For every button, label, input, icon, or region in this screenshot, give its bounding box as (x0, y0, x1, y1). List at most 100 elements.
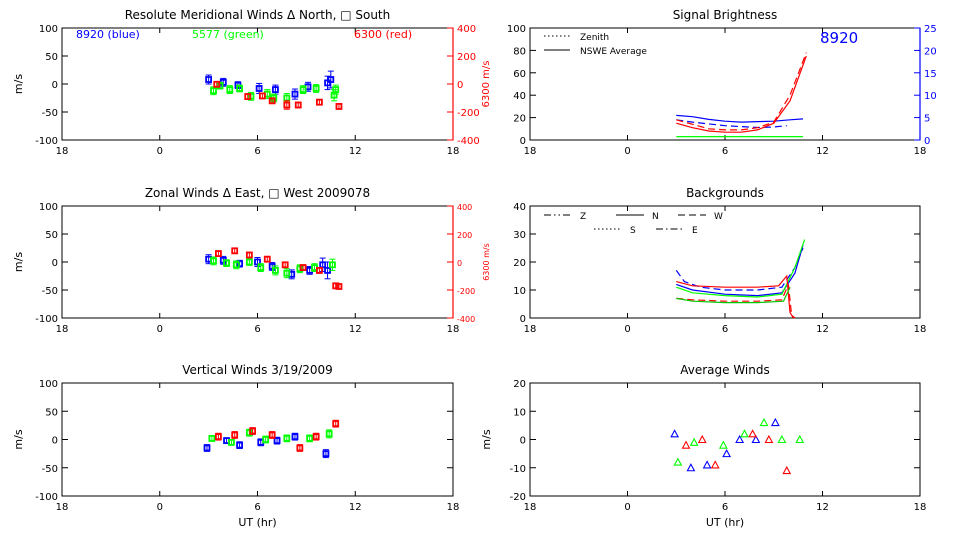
chart3-data-point (335, 283, 343, 290)
chart1-legend-green: 5577 (green) (192, 28, 264, 41)
chart5-data-point (203, 444, 211, 452)
chart3-data-point (272, 266, 279, 274)
chart5-x-tick-label: 18 (447, 502, 460, 513)
chart2-x-tick-label: 18 (524, 146, 537, 157)
chart3-x-tick-label: 0 (157, 324, 163, 335)
chart1-data-point (236, 85, 243, 92)
chart4-x-tick-label: 18 (914, 324, 927, 335)
chart1-data-point (210, 87, 217, 95)
chart5-y-tick-label: 100 (39, 379, 58, 390)
chart4-legend-label: Z (580, 212, 586, 222)
chart4-series-line-red (676, 274, 794, 319)
chart1-x-tick-label: 18 (447, 146, 460, 157)
chart2-y-tick-label: 60 (513, 69, 526, 80)
chart1-data-point (244, 93, 252, 100)
chart3-data-point (329, 261, 336, 269)
chart4-x-tick-label: 12 (816, 324, 829, 335)
chart6-y-axis-label: m/s (480, 429, 493, 449)
chart4-x-tick-label: 6 (722, 324, 728, 335)
chart6-data-point (751, 434, 761, 444)
chart2-y2-tick-label: 5 (924, 114, 930, 125)
chart1-data-point (226, 86, 234, 93)
chart1-title: Resolute Meridional Winds Δ North, □ Sou… (125, 8, 391, 22)
chart1-x-tick-label: 6 (254, 146, 260, 157)
chart5-x-tick-label: 6 (254, 502, 260, 513)
chart6-data-point (795, 434, 805, 444)
chart3-x-tick-label: 12 (349, 324, 362, 335)
chart1-data-point (258, 92, 266, 100)
chart6-x-tick-label: 0 (624, 502, 630, 513)
chart6-data-point (759, 417, 769, 427)
chart3-data-point (257, 264, 265, 272)
chart5-data-point (296, 444, 304, 452)
chart6-data-point (686, 463, 696, 472)
chart6-title: Average Winds (680, 363, 770, 377)
chart3-x-tick-label: 18 (56, 324, 69, 335)
chart1-x-tick-label: 12 (349, 146, 362, 157)
chart5-data-point (283, 434, 291, 442)
chart5-y-tick-label: -100 (35, 492, 58, 503)
chart3-x-tick-label: 18 (447, 324, 460, 335)
chart4-series-line-blue (675, 247, 804, 291)
chart3-y-tick-label: 50 (45, 230, 58, 241)
chart2-y-tick-label: 100 (507, 24, 526, 35)
chart4-legend-label: S (630, 226, 636, 236)
chart1-y2-axis-label: 6300 m/s (481, 61, 492, 108)
chart1-plot-frame (61, 27, 454, 141)
chart4-x-tick-label: 18 (524, 324, 537, 335)
chart3-y2-axis-label: 6300 m/s (482, 243, 491, 281)
chart2-legend-label: NSWE Average (580, 47, 647, 57)
chart1-y2-tick-label: 400 (457, 24, 476, 35)
chart1-x-tick-label: 0 (157, 146, 163, 157)
chart4-y-tick-label: 30 (513, 230, 526, 241)
chart2-plot-frame (529, 27, 921, 141)
chart3-data-point (299, 264, 307, 272)
chart3-y-tick-label: 0 (52, 258, 58, 269)
chart5-data-point (291, 433, 299, 441)
chart5-data-point (208, 434, 216, 442)
chart5-data-point (228, 438, 235, 446)
chart3-data-point (223, 259, 230, 267)
chart2-x-tick-label: 0 (624, 146, 630, 157)
chart2-title: Signal Brightness (673, 8, 778, 22)
chart3-y2-tick-label: 0 (457, 259, 462, 268)
chart3-data-point (210, 257, 217, 265)
chart1-y2-tick-label: -200 (457, 108, 480, 119)
chart1-x-tick-label: 18 (56, 146, 69, 157)
chart2-series-line-blue (676, 114, 804, 123)
chart1-legend-red: 6300 (red) (354, 28, 412, 41)
chart3-data-point (263, 255, 271, 263)
chart3-data-point (283, 269, 291, 277)
chart5-data-point (332, 420, 340, 428)
chart6-y-tick-label: -10 (510, 464, 526, 475)
chart2-y2-tick-label: 25 (924, 24, 937, 35)
chart3-data-point (214, 250, 222, 258)
chart2-x-tick-label: 18 (914, 146, 927, 157)
chart6-data-point (748, 429, 758, 438)
chart5-y-tick-label: -50 (42, 464, 58, 475)
chart6-data-point (697, 434, 707, 444)
chart4-legend-label: E (692, 226, 698, 236)
chart6-data-point (777, 434, 787, 444)
chart2-y-tick-label: 40 (513, 91, 526, 102)
chart2-y-tick-label: 20 (513, 114, 526, 125)
chart2-annotation: 8920 (820, 29, 858, 47)
chart5-x-tick-label: 0 (157, 502, 163, 513)
chart5-y-tick-label: 0 (52, 436, 58, 447)
chart3-y-axis-label: m/s (12, 252, 25, 272)
chart6-x-tick-label: 12 (816, 502, 829, 513)
chart4-legend-label: N (652, 212, 659, 222)
chart6-y-tick-label: 20 (513, 379, 526, 390)
chart2-y-tick-label: 0 (520, 136, 526, 147)
chart3-x-tick-label: 6 (254, 324, 260, 335)
chart6-plot-frame (529, 382, 921, 497)
chart1-y2-tick-label: 0 (457, 80, 463, 91)
chart1-data-point (294, 101, 302, 109)
chart1-y-tick-label: 100 (39, 24, 58, 35)
chart2-x-tick-label: 6 (722, 146, 728, 157)
chart5-x-tick-label: 12 (349, 502, 362, 513)
chart1-y-axis-label: m/s (12, 74, 25, 94)
chart3-data-point (232, 261, 240, 269)
chart1-data-point (332, 86, 340, 93)
chart2-series-line-blue (676, 119, 787, 129)
